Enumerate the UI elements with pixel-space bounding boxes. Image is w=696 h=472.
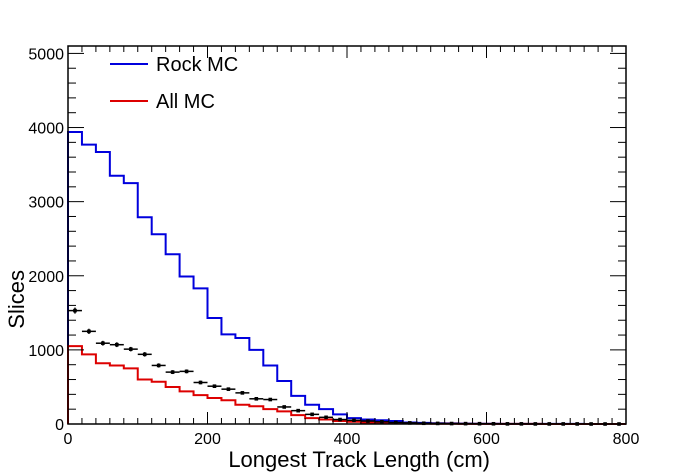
data-point [402, 421, 417, 425]
data-point-marker [73, 308, 77, 313]
data-point [360, 419, 375, 423]
data-point [291, 408, 306, 413]
data-point-marker [352, 418, 356, 423]
data-point [123, 346, 138, 352]
data-point-marker [310, 412, 314, 417]
data-point-marker [212, 384, 217, 388]
data-point-marker [366, 419, 370, 423]
data-point-marker [324, 415, 328, 420]
data-point [277, 405, 292, 409]
data-point-marker [296, 408, 300, 413]
data-point [388, 420, 403, 425]
legend-label-rock-mc: Rock MC [156, 54, 238, 76]
x-tick-label: 600 [473, 431, 500, 448]
y-tick-label: 3000 [28, 195, 64, 212]
data-point-marker [226, 387, 231, 391]
x-tick-label: 800 [613, 431, 640, 448]
data-point [95, 340, 110, 346]
data-point-marker [338, 417, 342, 422]
x-axis: 0 200 400 600 800 [64, 46, 640, 448]
data-point-marker [115, 342, 119, 347]
data-point [137, 352, 152, 357]
data-point-marker [156, 363, 161, 368]
data-point-marker [254, 397, 259, 401]
data-point-marker [407, 421, 412, 425]
x-tick-label: 400 [334, 431, 361, 448]
y-axis-title: Slices [4, 270, 29, 329]
data-point [333, 417, 347, 422]
data-point [319, 415, 334, 420]
data-point [207, 384, 222, 388]
data-point [193, 380, 208, 385]
data-point-marker [170, 370, 175, 374]
data-point [347, 418, 361, 423]
data-point [109, 342, 124, 348]
x-tick-label: 200 [194, 431, 221, 448]
x-tick-label: 0 [64, 431, 73, 448]
data-point-marker [142, 352, 147, 357]
data-point-marker [380, 419, 384, 424]
data-point-marker [282, 405, 287, 409]
data-point [179, 369, 194, 374]
legend-label-all-mc: All MC [156, 91, 215, 113]
x-axis-title: Longest Track Length (cm) [228, 447, 490, 472]
data-point [68, 307, 82, 314]
plot-series [67, 130, 626, 426]
data-point [263, 397, 278, 402]
y-axis: 0 1000 2000 3000 4000 5000 [28, 46, 626, 434]
y-tick-label: 5000 [28, 46, 64, 63]
data-point-marker [394, 420, 398, 425]
data-point-marker [128, 347, 133, 351]
data-point-marker [268, 397, 273, 402]
data-point [221, 387, 236, 391]
y-tick-label: 2000 [28, 269, 64, 286]
data-point [305, 412, 320, 417]
y-tick-label: 0 [55, 417, 64, 434]
data-point [374, 419, 389, 424]
legend: Rock MC All MC [110, 54, 238, 113]
data-point [249, 397, 264, 401]
data-point [165, 370, 180, 375]
y-tick-label: 1000 [28, 343, 64, 360]
data-point-marker [240, 391, 245, 395]
data-point [81, 328, 96, 334]
data-point-marker [198, 380, 203, 385]
data-point [151, 363, 166, 368]
data-point-marker [101, 341, 105, 346]
data-point [235, 391, 250, 395]
y-tick-label: 4000 [28, 121, 64, 138]
data-point-marker [184, 369, 189, 374]
data-point-marker [87, 329, 91, 334]
